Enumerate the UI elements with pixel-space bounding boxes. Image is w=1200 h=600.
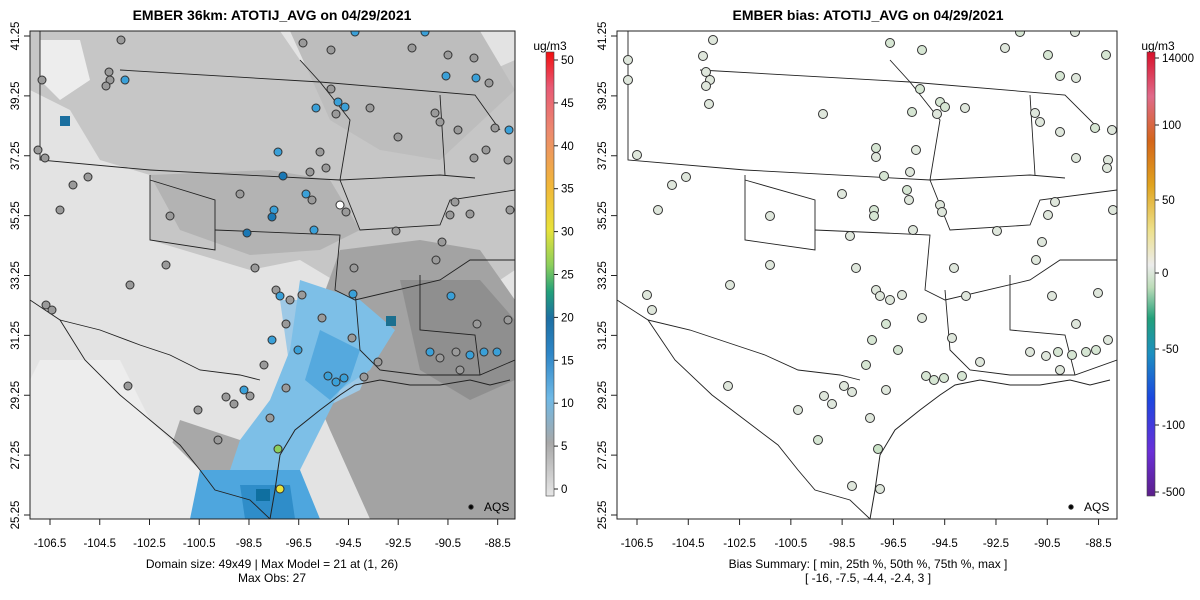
right-y-tick-label: 41.25 xyxy=(597,22,609,51)
left-y-tick-label: 29.25 xyxy=(10,381,22,410)
right-y-tick-label: 37.25 xyxy=(597,141,609,170)
right-footer-line1: Bias Summary: [ min, 25th %, 50th %, 75t… xyxy=(729,557,1008,571)
right-cb-tick-label: 100 xyxy=(1162,120,1181,132)
left-x-tick-label: -106.5 xyxy=(34,538,67,550)
left-x-tick-label: -92.5 xyxy=(385,538,411,550)
left-colorbar-ticks: 0 5 10 15 20 25 30 35 40 45 50 xyxy=(554,55,574,496)
right-y-tick-label: 29.25 xyxy=(597,381,609,410)
left-x-tick-label: -88.5 xyxy=(485,538,511,550)
left-model-field xyxy=(30,31,515,519)
left-footer-line1: Domain size: 49x49 | Max Model = 21 at (… xyxy=(146,557,398,571)
left-y-tick-label: 35.25 xyxy=(10,201,22,230)
left-cb-tick-label: 20 xyxy=(561,312,574,324)
left-aqs-sites xyxy=(33,31,515,510)
left-y-axis: 25.25 27.25 29.25 31.25 33.25 35.25 37.25 39.25… xyxy=(10,22,30,530)
left-legend-label: AQS xyxy=(484,500,509,514)
left-y-tick-label: 37.25 xyxy=(10,141,22,170)
right-x-tick-label: -102.5 xyxy=(723,538,756,550)
left-x-axis: -106.5 -104.5 -102.5 -100.5 -98.5 -96.5 -94.5 -… xyxy=(34,519,511,550)
right-cb-tick-label: 50 xyxy=(1162,195,1175,207)
right-x-tick-label: -94.5 xyxy=(932,538,958,550)
left-map-panel: EMBER 36km: ATOTIJ_AVG on 04/29/2021 xyxy=(10,7,574,585)
left-cb-tick-label: 25 xyxy=(561,270,574,282)
right-footer-line2: [ -16, -7.5, -4.4, -2.4, 3 ] xyxy=(805,571,931,585)
right-colorbar xyxy=(1146,51,1156,497)
left-x-tick-label: -104.5 xyxy=(83,538,116,550)
right-x-tick-label: -92.5 xyxy=(983,538,1009,550)
left-cb-tick-label: 40 xyxy=(561,141,574,153)
left-colorbar xyxy=(545,51,555,497)
right-cb-tick-label: 0 xyxy=(1162,268,1168,280)
right-colorbar-unit: ug/m3 xyxy=(1141,39,1175,53)
right-panel-title: EMBER bias: ATOTIJ_AVG on 04/29/2021 xyxy=(732,7,1003,23)
right-x-axis: -106.5 -104.5 -102.5 -100.5 -98.5 -96.5 -94.5 -… xyxy=(621,519,1112,550)
left-x-tick-label: -90.5 xyxy=(435,538,461,550)
right-x-tick-label: -98.5 xyxy=(829,538,855,550)
right-bias-sites xyxy=(623,31,1117,510)
right-bias-map xyxy=(617,31,1117,519)
right-y-tick-label: 27.25 xyxy=(597,441,609,470)
left-cb-tick-label: 35 xyxy=(561,184,574,196)
left-cb-tick-label: 50 xyxy=(561,55,574,67)
left-y-tick-label: 31.25 xyxy=(10,321,22,350)
left-y-tick-label: 41.25 xyxy=(10,22,22,51)
left-cb-tick-label: 45 xyxy=(561,98,574,110)
left-colorbar-unit: ug/m3 xyxy=(533,39,567,53)
right-map-panel: EMBER bias: ATOTIJ_AVG on 04/29/2021 xyxy=(597,7,1194,585)
right-x-tick-label: -90.5 xyxy=(1034,538,1060,550)
right-y-axis: 25.25 27.25 29.25 31.25 33.25 35.25 37.25 39.25… xyxy=(597,22,617,530)
left-cb-tick-label: 15 xyxy=(561,355,574,367)
right-x-tick-label: -106.5 xyxy=(621,538,654,550)
left-x-tick-label: -98.5 xyxy=(236,538,262,550)
right-y-tick-label: 25.25 xyxy=(597,501,609,530)
right-y-tick-label: 39.25 xyxy=(597,81,609,110)
left-x-tick-label: -96.5 xyxy=(286,538,312,550)
left-cb-tick-label: 0 xyxy=(561,484,567,496)
right-cb-tick-label: -100 xyxy=(1162,420,1185,432)
left-y-tick-label: 39.25 xyxy=(10,81,22,110)
right-y-tick-label: 35.25 xyxy=(597,201,609,230)
right-x-tick-label: -88.5 xyxy=(1085,538,1111,550)
right-x-tick-label: -96.5 xyxy=(880,538,906,550)
left-cb-tick-label: 5 xyxy=(561,441,567,453)
left-y-tick-label: 33.25 xyxy=(10,261,22,290)
right-cb-tick-label: -500 xyxy=(1162,487,1185,499)
left-footer-line2: Max Obs: 27 xyxy=(238,571,306,585)
right-legend-label: AQS xyxy=(1084,500,1109,514)
left-cb-tick-label: 10 xyxy=(561,398,574,410)
left-y-tick-label: 27.25 xyxy=(10,441,22,470)
left-cb-tick-label: 30 xyxy=(561,227,574,239)
left-x-tick-label: -94.5 xyxy=(335,538,361,550)
left-x-tick-label: -102.5 xyxy=(133,538,166,550)
right-x-tick-label: -100.5 xyxy=(775,538,808,550)
right-x-tick-label: -104.5 xyxy=(672,538,705,550)
right-y-tick-label: 31.25 xyxy=(597,321,609,350)
right-cb-tick-label: -50 xyxy=(1162,344,1179,356)
left-x-tick-label: -100.5 xyxy=(183,538,216,550)
right-y-tick-label: 33.25 xyxy=(597,261,609,290)
left-y-tick-label: 25.25 xyxy=(10,501,22,530)
right-cb-tick-label: 14000 xyxy=(1162,53,1194,65)
left-panel-title: EMBER 36km: ATOTIJ_AVG on 04/29/2021 xyxy=(133,7,412,23)
